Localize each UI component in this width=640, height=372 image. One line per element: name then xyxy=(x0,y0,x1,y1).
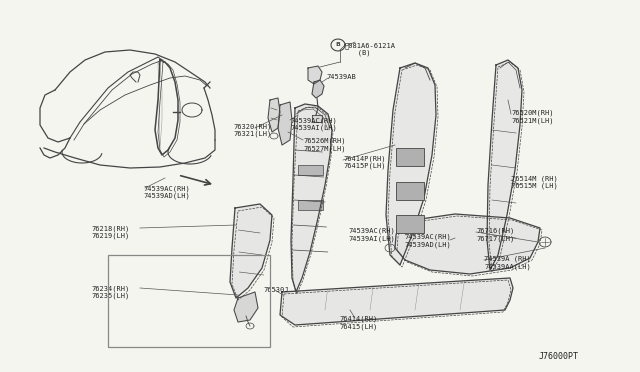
Bar xyxy=(108,255,270,347)
Polygon shape xyxy=(278,102,292,145)
Text: 76716(RH)
76717(LH): 76716(RH) 76717(LH) xyxy=(476,228,515,242)
Text: 76520M(RH)
76521M(LH): 76520M(RH) 76521M(LH) xyxy=(511,110,554,124)
Text: 76414P(RH)
76415P(LH): 76414P(RH) 76415P(LH) xyxy=(343,155,385,169)
Text: 74539AC(RH)
74539AI(LH): 74539AC(RH) 74539AI(LH) xyxy=(290,117,337,131)
Polygon shape xyxy=(268,98,280,132)
Polygon shape xyxy=(234,292,258,322)
Text: 76218(RH)
76219(LH): 76218(RH) 76219(LH) xyxy=(91,225,129,239)
Polygon shape xyxy=(308,66,322,84)
Text: 74539AC(RH)
74539AD(LH): 74539AC(RH) 74539AD(LH) xyxy=(404,234,451,248)
Polygon shape xyxy=(291,104,332,292)
Polygon shape xyxy=(280,278,513,325)
Bar xyxy=(396,148,424,166)
Text: 74539A (RH)
74539AA(LH): 74539A (RH) 74539AA(LH) xyxy=(484,256,531,270)
Polygon shape xyxy=(312,80,324,98)
Text: 74539AB: 74539AB xyxy=(326,74,356,80)
Text: J76000PT: J76000PT xyxy=(539,352,579,361)
Bar xyxy=(396,215,424,233)
Polygon shape xyxy=(230,204,272,298)
Polygon shape xyxy=(395,214,540,274)
Text: 76530J: 76530J xyxy=(263,287,289,293)
Text: 76320(RH)
76321(LH): 76320(RH) 76321(LH) xyxy=(233,123,271,137)
Text: 76414(RH)
76415(LH): 76414(RH) 76415(LH) xyxy=(339,316,377,330)
Text: Ⓑ081A6-6121A
   (B): Ⓑ081A6-6121A (B) xyxy=(345,42,396,56)
Text: 76234(RH)
76235(LH): 76234(RH) 76235(LH) xyxy=(91,285,129,299)
Bar xyxy=(298,165,323,175)
Text: 74539AC(RH)
74539AI(LH): 74539AC(RH) 74539AI(LH) xyxy=(348,228,395,242)
Bar xyxy=(396,182,424,200)
Polygon shape xyxy=(312,115,322,122)
Text: 76514M (RH)
76515M (LH): 76514M (RH) 76515M (LH) xyxy=(511,175,557,189)
Polygon shape xyxy=(386,63,436,265)
Polygon shape xyxy=(487,60,522,270)
Text: B: B xyxy=(335,42,340,48)
Text: 74539AC(RH)
74539AD(LH): 74539AC(RH) 74539AD(LH) xyxy=(143,185,189,199)
Bar xyxy=(298,200,323,210)
Text: 76526M(RH)
76527M(LH): 76526M(RH) 76527M(LH) xyxy=(303,138,346,152)
